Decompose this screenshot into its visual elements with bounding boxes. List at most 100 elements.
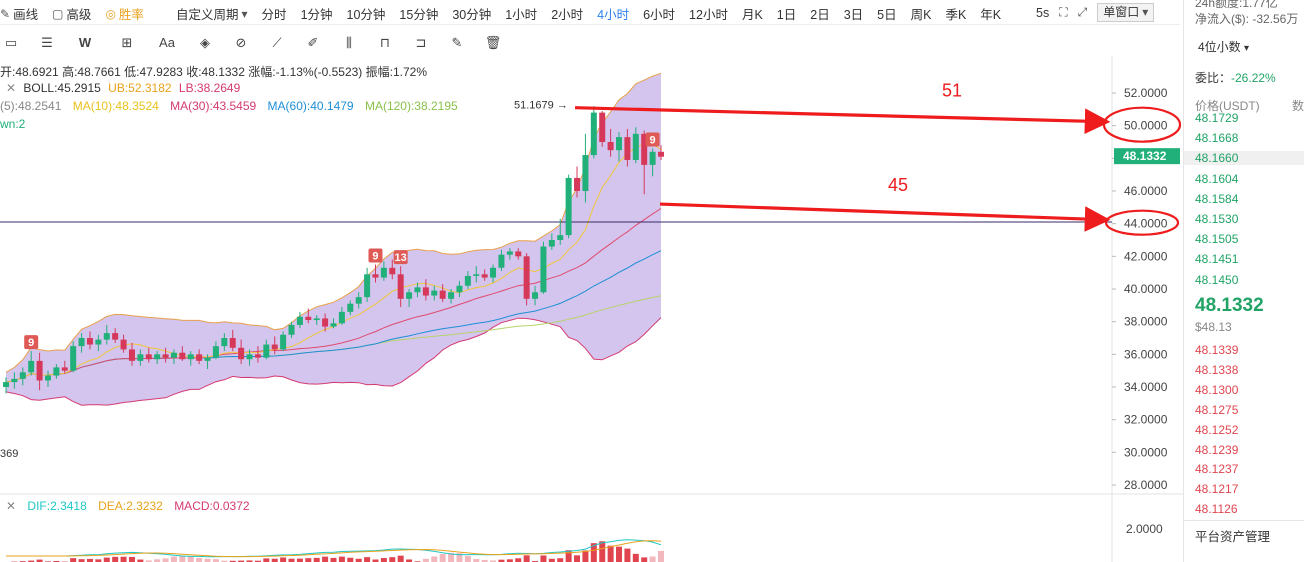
col-qty-header: 数 [1292, 99, 1304, 113]
wave-tool-icon[interactable]: W [78, 35, 92, 50]
macd-bar [364, 557, 371, 562]
measure-tool-icon[interactable]: ⊞ [121, 35, 133, 50]
winrate-button[interactable]: ◎ 胜率 [105, 4, 144, 23]
fullscreen-icon[interactable]: ⛶ [1059, 5, 1068, 19]
bids-row[interactable]: 48.1584 [1195, 191, 1239, 206]
candle-body [120, 339, 127, 350]
macd-bar [238, 560, 245, 562]
period-tab-14[interactable]: 5日 [877, 8, 897, 22]
eraser-icon[interactable]: ◈ [200, 35, 210, 50]
window-mode-label: 单窗口 [1103, 5, 1140, 19]
period-tab-16[interactable]: 季K [945, 8, 967, 22]
asks-row[interactable]: 48.1217 [1195, 482, 1239, 497]
lock-icon[interactable]: ⊓ [379, 35, 391, 50]
bids-row[interactable]: 48.1450 [1195, 272, 1239, 287]
parallel-lines-icon[interactable]: ☰ [41, 35, 53, 50]
edit-icon[interactable]: ✎ [451, 35, 463, 50]
candle-body [372, 274, 379, 278]
pencil-icon: ✎ [0, 6, 11, 21]
macd-bar [221, 560, 228, 562]
asks-row[interactable]: 48.1275 [1195, 402, 1239, 417]
candlestick-chart[interactable]: 9 9 13 9 51.1679 → 369 51 45 52.0000 50.0000 48.… [0, 0, 1183, 562]
period-tab-3[interactable]: 15分钟 [399, 8, 439, 22]
refresh-interval[interactable]: 5s [1036, 5, 1050, 20]
period-tab-9[interactable]: 12小时 [689, 8, 728, 22]
bids-row[interactable]: 48.1668 [1195, 131, 1239, 146]
period-tab-8[interactable]: 6小时 [643, 8, 676, 22]
period-tab-7[interactable]: 4小时 [597, 8, 630, 22]
ma60-value: MA(60):40.1479 [267, 99, 354, 113]
bids-row[interactable]: 48.1604 [1195, 171, 1239, 186]
period-tab-0[interactable]: 分时 [261, 8, 287, 22]
macd-bar [254, 560, 261, 562]
candle-body [322, 318, 329, 327]
close-boll-icon[interactable]: ✕ [6, 81, 17, 95]
candle-body [355, 297, 362, 304]
macd-bar [154, 559, 161, 562]
macd-bar [212, 559, 219, 562]
asks-row[interactable]: 48.1239 [1195, 442, 1239, 457]
macd-bar [196, 557, 203, 562]
bookmark-icon[interactable]: ⊐ [415, 35, 427, 50]
rectangle-tool-icon[interactable]: ▭ [4, 35, 18, 50]
period-tab-6[interactable]: 2小时 [551, 8, 584, 22]
draw-line-button[interactable]: ✎ 画线 [0, 4, 38, 23]
bids-row[interactable]: 48.1530 [1195, 212, 1239, 226]
asks-row[interactable]: 48.1252 [1195, 422, 1239, 437]
close-macd-icon[interactable]: ✕ [6, 499, 17, 513]
bids-row[interactable]: 48.1451 [1195, 252, 1239, 267]
period-tab-13[interactable]: 3日 [843, 8, 864, 22]
candle-body [313, 318, 320, 321]
period-tab-4[interactable]: 30分钟 [452, 8, 492, 22]
candles-icon[interactable]: ⫼ [346, 35, 352, 50]
caret-down-icon: ▾ [1244, 43, 1250, 54]
macd-bar [515, 558, 522, 562]
macd-bar [456, 553, 463, 562]
period-tab-17[interactable]: 年K [980, 8, 1002, 22]
text-tool-icon[interactable]: Aa [159, 35, 175, 50]
candle-body [616, 137, 623, 151]
macd-bar [490, 560, 497, 562]
asks-row[interactable]: 48.1300 [1195, 382, 1239, 397]
low-value: 低:47.9283 [124, 65, 183, 79]
open-value: 开:48.6921 [0, 65, 59, 79]
asset-management-link[interactable]: 平台资产管理 [1195, 530, 1271, 544]
macd-bar [422, 558, 429, 562]
candle-body [481, 274, 488, 278]
td-marker-box [393, 250, 408, 265]
advanced-button[interactable]: ▢ 高级 [52, 4, 91, 23]
candle-body [498, 254, 505, 268]
macd-bar [473, 559, 480, 562]
candle-body [170, 352, 177, 358]
asks-row[interactable]: 48.1339 [1195, 343, 1239, 357]
precision-select[interactable]: 4位小数 ▾ [1198, 38, 1249, 55]
asks-row[interactable]: 48.1126 [1195, 502, 1238, 517]
ruler-icon[interactable]: ⟋ [272, 35, 282, 50]
brush-icon[interactable]: ✐ [307, 35, 319, 50]
bids-row[interactable]: 48.1505 [1195, 232, 1239, 247]
candle-body [44, 375, 51, 381]
period-tab-15[interactable]: 周K [910, 8, 932, 22]
period-tab-12[interactable]: 2日 [810, 8, 830, 22]
asks-row[interactable]: 48.1338 [1195, 362, 1239, 377]
candle-body [246, 354, 253, 360]
period-tab-1[interactable]: 1分钟 [300, 8, 333, 22]
macd-bar [313, 557, 320, 562]
custom-period-dropdown[interactable]: 自定义周期 ▾ [176, 4, 248, 23]
expand-icon[interactable]: ⤢ [1077, 5, 1088, 19]
bids-row[interactable]: 48.1660 [1184, 151, 1304, 166]
period-tab-10[interactable]: 月K [741, 8, 763, 22]
period-tab-11[interactable]: 1日 [776, 8, 797, 22]
asks-row[interactable]: 48.1237 [1195, 462, 1239, 477]
trash-icon[interactable]: 🗑 [484, 35, 502, 50]
macd-bar [28, 560, 35, 562]
candle-body [103, 333, 110, 340]
period-tab-2[interactable]: 10分钟 [346, 8, 386, 22]
magnet-icon[interactable]: ⊘ [235, 35, 247, 50]
candle-body [548, 240, 555, 247]
macd-bar [380, 558, 387, 562]
bids-row[interactable]: 48.1729 [1195, 111, 1239, 125]
period-tab-5[interactable]: 1小时 [505, 8, 538, 22]
candle-body [590, 112, 597, 156]
window-mode-select[interactable]: 单窗口 ▾ [1097, 3, 1155, 22]
